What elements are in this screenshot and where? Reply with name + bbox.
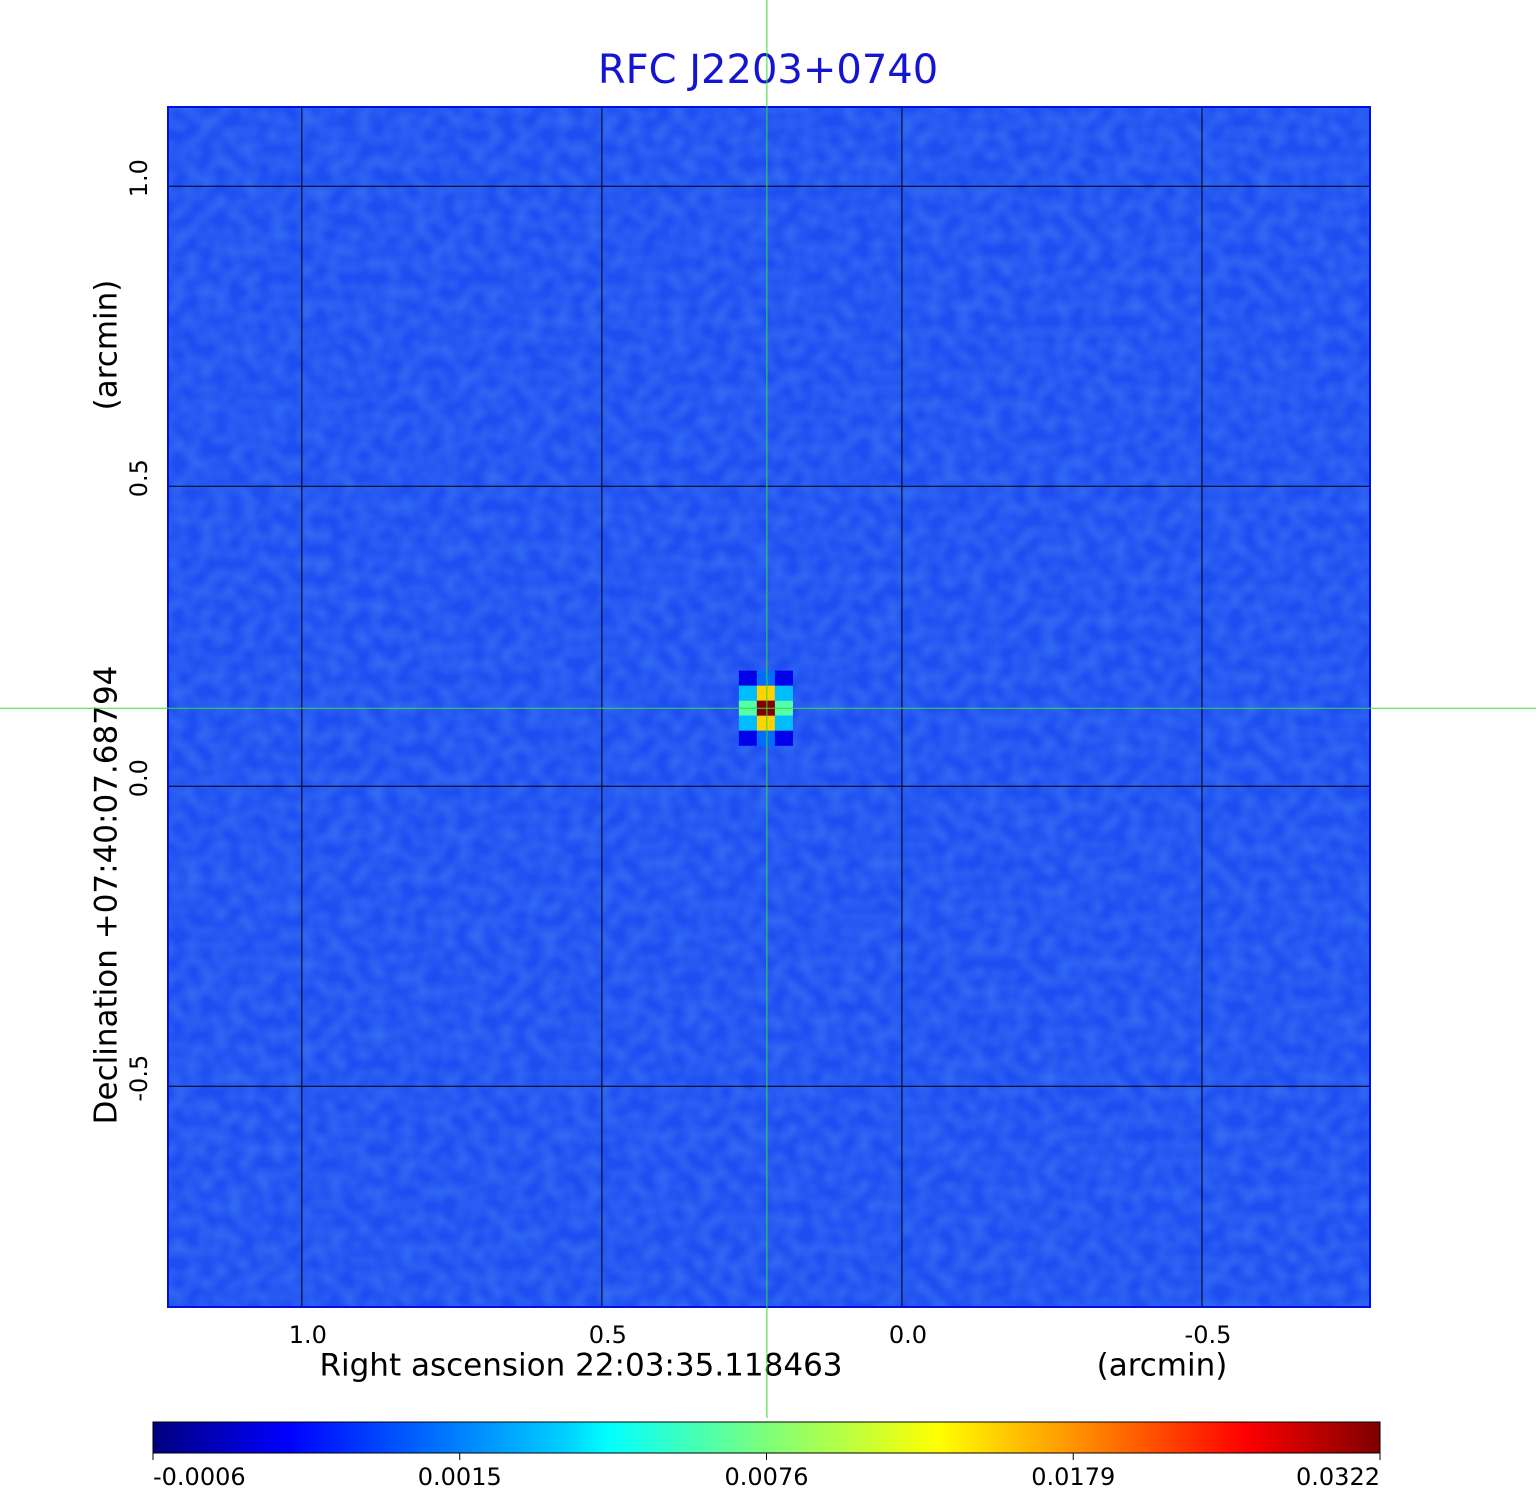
colorbar-tick-label: 0.0015 <box>418 1463 502 1491</box>
source-pixel <box>738 730 757 746</box>
source-pixel <box>774 730 793 746</box>
colorbar-tick-label: 0.0322 <box>1296 1463 1380 1491</box>
y-tick-label: 1.0 <box>125 159 153 197</box>
x-tick-label: 0.5 <box>589 1321 627 1349</box>
x-axis-label: Right ascension 22:03:35.118463 <box>319 1348 842 1384</box>
y-tick-label: 0.5 <box>125 459 153 497</box>
colorbar-tick-label: 0.0179 <box>1031 1463 1115 1491</box>
x-axis-unit: (arcmin) <box>1097 1348 1228 1384</box>
source-pixel <box>756 730 775 746</box>
chart-title: RFC J2203+0740 <box>598 47 938 93</box>
source-pixel <box>756 685 775 701</box>
y-axis-label: Declination +07:40:07.68794 <box>89 666 125 1125</box>
x-tick-label: 1.0 <box>289 1321 327 1349</box>
source-pixel <box>756 670 775 686</box>
source-pixel <box>756 715 775 731</box>
x-tick-label: 0.0 <box>889 1321 927 1349</box>
source-pixel <box>738 685 757 701</box>
source-pixel <box>774 715 793 731</box>
source-pixel <box>738 715 757 731</box>
colorbar-tick-label: -0.0006 <box>153 1463 246 1491</box>
source-pixel <box>774 685 793 701</box>
colorbar-tick-label: 0.0076 <box>725 1463 809 1491</box>
source-pixel <box>738 670 757 686</box>
source-pixel <box>774 670 793 686</box>
x-tick-label: -0.5 <box>1185 1321 1232 1349</box>
y-tick-label: -0.5 <box>125 1055 153 1102</box>
plot-frame <box>167 106 1371 1308</box>
y-tick-label: 0.0 <box>125 759 153 797</box>
colorbar <box>152 1421 1381 1454</box>
y-axis-unit: (arcmin) <box>89 280 125 411</box>
